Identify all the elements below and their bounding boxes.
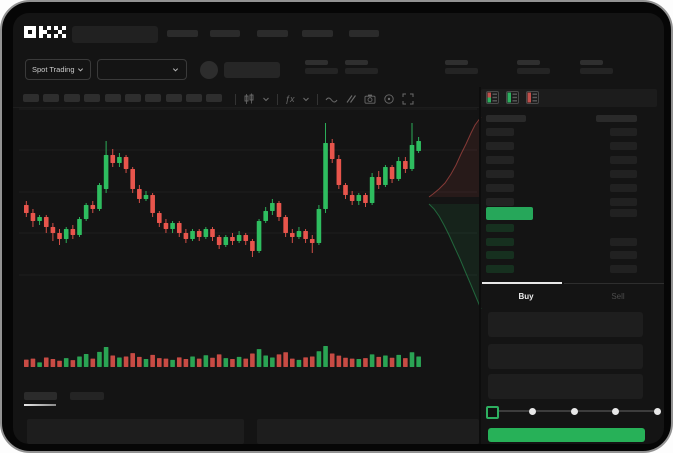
- search-input[interactable]: [72, 26, 158, 43]
- stat-value-placeholder: [345, 68, 378, 74]
- okx-logo-mark: [24, 26, 66, 38]
- ask-amount-placeholder: [610, 142, 637, 150]
- amount-input[interactable]: [488, 344, 643, 369]
- bottom-tab-active[interactable]: [24, 392, 57, 400]
- timeframe-button[interactable]: [23, 94, 39, 102]
- orders-table-placeholder: [257, 419, 479, 444]
- bid-amount-placeholder: [610, 264, 637, 273]
- timeframe-button[interactable]: [206, 94, 222, 102]
- app-screen: Spot Trading ƒx: [13, 13, 664, 444]
- wave-line-icon[interactable]: [325, 93, 338, 105]
- timeframe-button[interactable]: [186, 94, 202, 102]
- ask-amount-placeholder: [610, 156, 637, 164]
- divider: [316, 93, 318, 105]
- nav-item[interactable]: [167, 30, 198, 37]
- timeframe-button[interactable]: [105, 94, 121, 102]
- stat-value-placeholder: [445, 68, 478, 74]
- timeframe-button[interactable]: [166, 94, 182, 102]
- stat-label-placeholder: [517, 60, 540, 65]
- slider-dot[interactable]: [529, 408, 536, 415]
- stat-value-placeholder: [517, 68, 550, 74]
- stat-value-placeholder: [305, 68, 338, 74]
- timeframe-button[interactable]: [43, 94, 59, 102]
- chevron-down-icon: [77, 68, 84, 72]
- orderbook-toolbar: [481, 89, 657, 107]
- divider: [13, 107, 480, 108]
- ask-price-placeholder[interactable]: [486, 184, 514, 192]
- market-type-label: Spot Trading: [32, 65, 75, 74]
- chevron-down-icon: [172, 68, 179, 72]
- active-tab-underline: [24, 404, 56, 406]
- asks-only-icon[interactable]: [526, 91, 539, 104]
- ask-price-placeholder[interactable]: [486, 128, 514, 136]
- market-type-dropdown[interactable]: Spot Trading: [25, 59, 91, 80]
- divider: [235, 93, 236, 105]
- tab-buy[interactable]: Buy: [518, 291, 534, 301]
- slider-dot[interactable]: [653, 408, 661, 415]
- divider: [277, 93, 278, 105]
- buy-submit-button[interactable]: [488, 428, 645, 442]
- tab-divider: [564, 283, 664, 284]
- orderbook-header-price: [486, 115, 526, 122]
- ask-amount-placeholder: [610, 184, 637, 192]
- stat-label-placeholder: [580, 60, 603, 65]
- target-icon[interactable]: [383, 93, 395, 105]
- slider-handle[interactable]: [486, 406, 499, 419]
- ask-amount-placeholder: [610, 128, 637, 136]
- bid-price-placeholder[interactable]: [486, 264, 514, 273]
- expand-icon[interactable]: [402, 93, 414, 105]
- chart-toolbar: ƒx: [235, 92, 414, 106]
- combined-book-icon[interactable]: [486, 91, 499, 104]
- timeframe-button[interactable]: [84, 94, 100, 102]
- slider-dot[interactable]: [612, 408, 619, 415]
- indicators-fx-icon[interactable]: ƒx: [285, 94, 295, 104]
- ask-price-placeholder[interactable]: [486, 156, 514, 164]
- chevron-down-icon[interactable]: [262, 95, 270, 103]
- buy-tab-indicator: [482, 282, 562, 284]
- okx-logo[interactable]: [24, 24, 66, 41]
- bottom-tab[interactable]: [70, 392, 104, 400]
- stat-label-placeholder: [445, 60, 468, 65]
- coin-avatar: [200, 61, 218, 79]
- pair-selector-dropdown[interactable]: [97, 59, 187, 80]
- last-price-badge[interactable]: [486, 207, 533, 220]
- orders-table-placeholder: [27, 419, 244, 444]
- pair-name-placeholder: [224, 62, 280, 78]
- timeframe-button[interactable]: [125, 94, 141, 102]
- bids-only-icon[interactable]: [506, 91, 519, 104]
- ask-amount-placeholder: [610, 198, 637, 206]
- ask-amount-placeholder: [610, 170, 637, 178]
- bid-amount-placeholder: [610, 237, 637, 246]
- stat-label-placeholder: [305, 60, 328, 65]
- ask-price-placeholder[interactable]: [486, 170, 514, 178]
- ask-price-placeholder[interactable]: [486, 198, 514, 206]
- bid-price-placeholder[interactable]: [486, 237, 514, 246]
- nav-item[interactable]: [210, 30, 240, 37]
- candle-style-icon[interactable]: [243, 93, 255, 105]
- stat-label-placeholder: [345, 60, 368, 65]
- timeframe-button[interactable]: [64, 94, 80, 102]
- slider-dot[interactable]: [570, 408, 578, 415]
- ask-price-placeholder[interactable]: [486, 142, 514, 150]
- amount-placeholder: [610, 209, 637, 217]
- panel-divider: [479, 87, 481, 444]
- total-input[interactable]: [488, 374, 643, 399]
- nav-item[interactable]: [349, 30, 379, 37]
- timeframe-button[interactable]: [145, 94, 161, 102]
- orderbook-header-amount: [596, 115, 637, 122]
- camera-icon[interactable]: [364, 93, 376, 105]
- bid-price-placeholder[interactable]: [486, 224, 514, 232]
- bid-amount-placeholder: [610, 251, 637, 259]
- tab-sell[interactable]: Sell: [611, 291, 625, 301]
- nav-item[interactable]: [257, 30, 288, 37]
- price-input[interactable]: [488, 312, 643, 337]
- nav-item[interactable]: [302, 30, 333, 37]
- compare-icon[interactable]: [345, 93, 357, 105]
- stat-value-placeholder: [580, 68, 613, 74]
- chevron-down-icon[interactable]: [302, 95, 310, 103]
- bid-price-placeholder[interactable]: [486, 251, 514, 259]
